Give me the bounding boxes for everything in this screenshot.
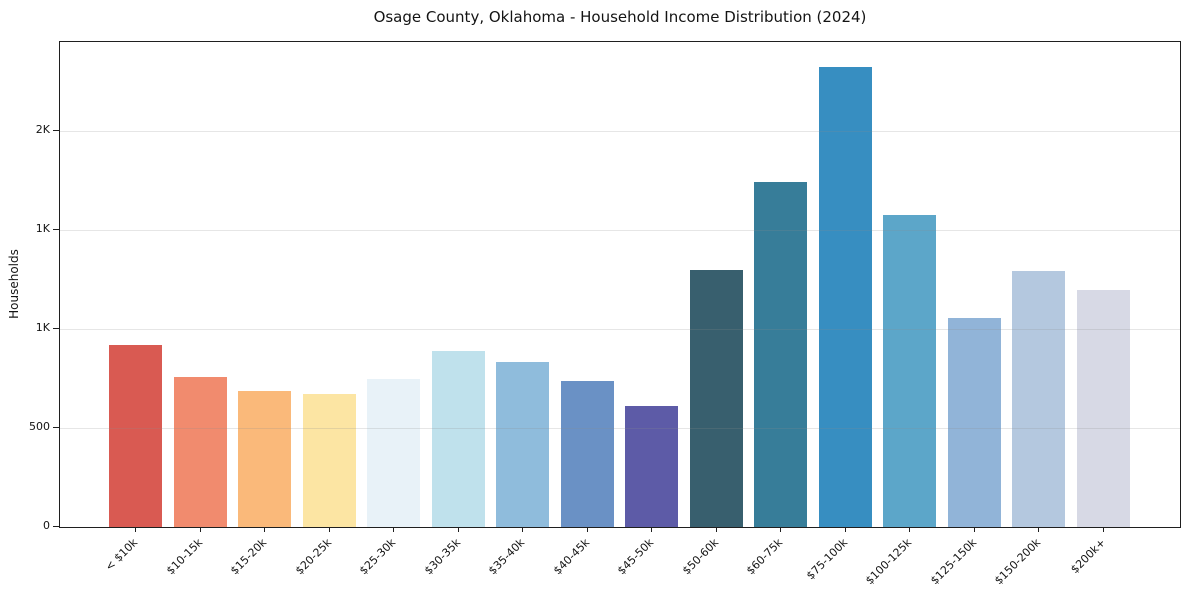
x-tick-mark bbox=[780, 527, 781, 532]
gridline bbox=[60, 328, 1180, 330]
y-tick-label: 2K bbox=[35, 123, 50, 137]
x-tick-mark bbox=[199, 527, 201, 532]
y-tick-label: 1K bbox=[35, 222, 50, 236]
x-tick-mark bbox=[586, 527, 588, 532]
bar-60-75k bbox=[754, 181, 807, 527]
bar-45-50k bbox=[625, 406, 678, 527]
bar-10k bbox=[109, 344, 162, 527]
y-tick-mark bbox=[53, 130, 59, 132]
x-tick-mark bbox=[909, 527, 910, 532]
bar-20-25k bbox=[302, 394, 356, 527]
plot-area bbox=[59, 41, 1181, 528]
y-tick-mark bbox=[53, 427, 59, 429]
x-tick-mark bbox=[135, 527, 136, 532]
y-tick-label: 500 bbox=[29, 420, 50, 434]
x-tick-mark bbox=[1038, 527, 1039, 532]
x-tick-mark bbox=[844, 527, 846, 532]
y-tick-mark bbox=[53, 526, 59, 527]
x-tick-mark bbox=[651, 527, 652, 532]
gridline bbox=[60, 130, 1180, 132]
y-tick-label: 0 bbox=[43, 519, 50, 532]
x-tick-mark bbox=[264, 527, 265, 532]
y-tick-mark bbox=[53, 229, 59, 231]
y-tick-mark bbox=[53, 328, 59, 330]
bar-25-30k bbox=[367, 378, 420, 527]
x-tick-mark bbox=[522, 527, 523, 532]
grid-layer bbox=[60, 42, 1180, 527]
bars-layer bbox=[60, 42, 1180, 527]
x-tick-mark bbox=[1102, 527, 1104, 532]
bar-125-150k bbox=[947, 318, 1001, 527]
x-tick-mark bbox=[715, 527, 717, 532]
bar-15-20k bbox=[238, 391, 291, 527]
bar-75-100k bbox=[818, 66, 872, 527]
bar-200k bbox=[1076, 290, 1130, 527]
bar-35-40k bbox=[496, 361, 549, 527]
x-tick-mark bbox=[393, 527, 394, 532]
bar-10-15k bbox=[173, 376, 227, 527]
bar-40-45k bbox=[560, 380, 614, 527]
bar-30-35k bbox=[431, 350, 485, 527]
x-tick-label: < $10k bbox=[102, 536, 141, 574]
x-tick-mark bbox=[457, 527, 459, 532]
y-tick-label: 1K bbox=[35, 321, 50, 335]
bar-50-60k bbox=[689, 269, 743, 527]
x-tick-mark bbox=[328, 527, 330, 532]
bar-100-125k bbox=[883, 215, 936, 527]
gridline bbox=[60, 427, 1180, 429]
gridline bbox=[60, 229, 1180, 231]
y-axis-label: Households bbox=[7, 249, 21, 319]
chart-title: Osage County, Oklahoma - Household Incom… bbox=[373, 8, 867, 26]
bar-150-200k bbox=[1012, 270, 1065, 527]
x-tick-mark bbox=[973, 527, 975, 532]
